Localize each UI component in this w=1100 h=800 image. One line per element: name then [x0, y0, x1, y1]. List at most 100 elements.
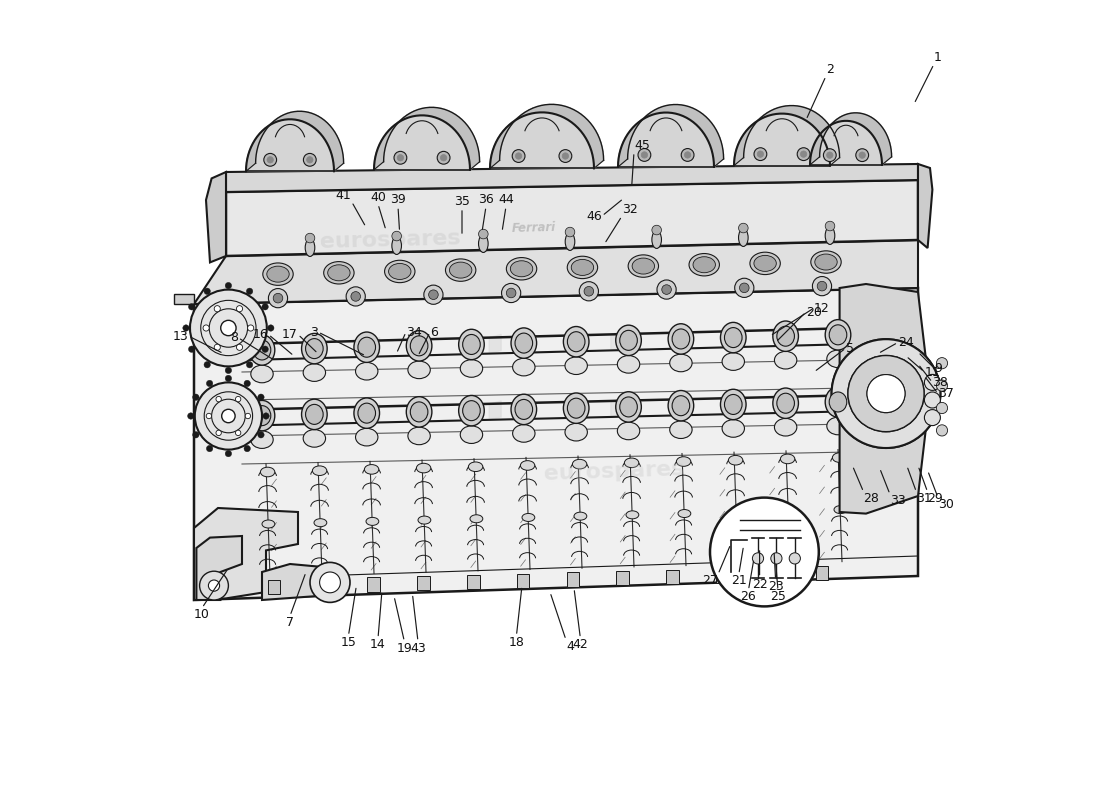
Polygon shape: [402, 111, 415, 121]
Circle shape: [188, 304, 195, 310]
Polygon shape: [260, 123, 272, 134]
Circle shape: [397, 154, 404, 161]
Circle shape: [199, 571, 229, 600]
Polygon shape: [618, 150, 628, 162]
Ellipse shape: [780, 454, 795, 464]
Polygon shape: [675, 106, 689, 114]
Polygon shape: [302, 114, 316, 122]
Polygon shape: [491, 151, 501, 164]
Text: 13: 13: [173, 330, 188, 342]
Polygon shape: [560, 108, 574, 118]
Polygon shape: [814, 134, 825, 144]
Circle shape: [226, 375, 232, 382]
Polygon shape: [668, 105, 681, 113]
Circle shape: [310, 562, 350, 602]
Polygon shape: [811, 146, 821, 158]
Text: 25: 25: [770, 590, 785, 603]
Polygon shape: [733, 328, 745, 347]
Polygon shape: [226, 164, 918, 192]
Polygon shape: [854, 114, 866, 122]
Circle shape: [867, 374, 905, 413]
Ellipse shape: [670, 354, 692, 372]
Polygon shape: [823, 130, 834, 142]
Text: 11: 11: [924, 366, 940, 378]
Polygon shape: [746, 120, 758, 131]
Polygon shape: [442, 113, 455, 122]
Circle shape: [235, 397, 241, 402]
Circle shape: [562, 153, 569, 159]
Polygon shape: [439, 111, 452, 121]
Polygon shape: [874, 130, 886, 142]
Polygon shape: [869, 122, 880, 133]
Circle shape: [924, 410, 940, 426]
Polygon shape: [584, 126, 595, 138]
Polygon shape: [854, 325, 866, 344]
Text: Ferrari: Ferrari: [512, 221, 557, 235]
Polygon shape: [712, 142, 723, 154]
Circle shape: [244, 380, 251, 386]
Polygon shape: [428, 108, 441, 117]
Circle shape: [262, 346, 268, 353]
Circle shape: [204, 288, 210, 294]
Polygon shape: [836, 114, 848, 122]
Polygon shape: [329, 139, 340, 151]
Ellipse shape: [834, 506, 847, 514]
Text: 5: 5: [846, 342, 854, 354]
Polygon shape: [379, 133, 390, 145]
Circle shape: [848, 355, 924, 432]
Polygon shape: [829, 150, 839, 162]
Polygon shape: [792, 106, 805, 116]
Circle shape: [214, 306, 220, 312]
Ellipse shape: [314, 518, 327, 526]
Polygon shape: [734, 114, 830, 166]
Polygon shape: [879, 139, 890, 151]
Ellipse shape: [777, 326, 794, 346]
Circle shape: [226, 282, 232, 289]
Polygon shape: [700, 120, 712, 131]
Ellipse shape: [358, 338, 375, 358]
Polygon shape: [493, 138, 504, 150]
Circle shape: [832, 339, 940, 448]
Polygon shape: [375, 145, 386, 157]
Ellipse shape: [513, 425, 535, 442]
Polygon shape: [828, 145, 839, 158]
Ellipse shape: [410, 402, 428, 422]
Ellipse shape: [470, 514, 483, 522]
Polygon shape: [374, 153, 384, 166]
Polygon shape: [506, 117, 519, 128]
Circle shape: [936, 425, 947, 436]
Polygon shape: [871, 125, 882, 136]
Text: 12: 12: [814, 302, 829, 314]
Text: 37: 37: [938, 387, 954, 400]
Polygon shape: [384, 126, 396, 137]
Polygon shape: [686, 110, 700, 120]
Ellipse shape: [510, 261, 532, 277]
Polygon shape: [374, 115, 470, 170]
Polygon shape: [827, 141, 838, 153]
Polygon shape: [469, 149, 478, 161]
Polygon shape: [826, 137, 837, 149]
Polygon shape: [818, 123, 830, 134]
Polygon shape: [458, 126, 470, 137]
Polygon shape: [830, 116, 843, 125]
Polygon shape: [714, 150, 724, 162]
Polygon shape: [708, 134, 719, 146]
Text: 38: 38: [933, 376, 948, 389]
Ellipse shape: [306, 338, 323, 358]
Polygon shape: [772, 106, 785, 114]
Polygon shape: [492, 142, 503, 155]
Polygon shape: [621, 134, 634, 146]
Polygon shape: [332, 146, 342, 159]
Polygon shape: [174, 294, 194, 304]
Text: eurospares: eurospares: [319, 228, 461, 252]
Text: 45: 45: [634, 139, 650, 152]
Polygon shape: [253, 132, 264, 143]
Text: 29: 29: [927, 492, 944, 505]
Text: 22: 22: [751, 578, 768, 590]
Ellipse shape: [355, 428, 378, 446]
Text: 27: 27: [702, 574, 718, 587]
Circle shape: [267, 157, 274, 163]
Circle shape: [440, 154, 447, 161]
Polygon shape: [194, 240, 918, 304]
Ellipse shape: [364, 465, 378, 474]
